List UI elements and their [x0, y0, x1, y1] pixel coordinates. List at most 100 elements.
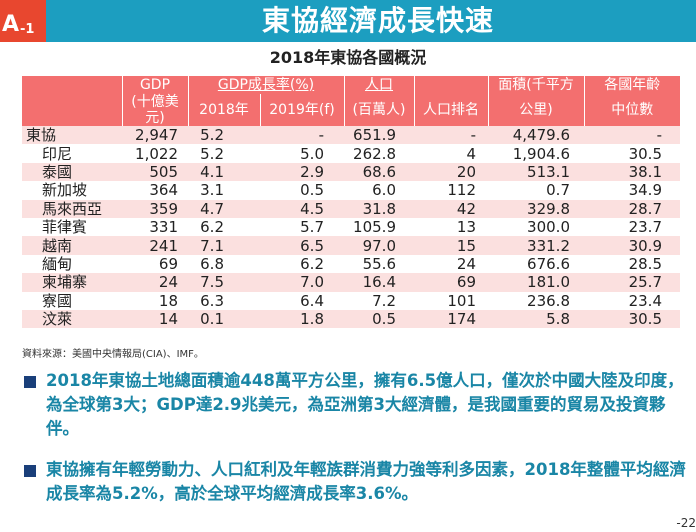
value-cell: 0.1: [188, 309, 260, 329]
header-gdp-unit: (十億美元): [122, 94, 189, 126]
value-cell: 1,904.6: [488, 144, 584, 163]
value-cell: 331: [122, 217, 188, 237]
value-cell: 236.8: [488, 291, 584, 310]
value-cell: 14: [122, 309, 188, 329]
value-cell: 30.5: [584, 144, 680, 163]
badge-number: -1: [20, 22, 35, 37]
header-pop: 人口: [344, 76, 415, 94]
value-cell: 6.3: [188, 291, 260, 310]
page-number: -22: [676, 516, 696, 530]
country-cell: 柬埔寨: [22, 273, 122, 292]
value-cell: 15: [414, 236, 488, 255]
header-growth: GDP成長率(%): [188, 76, 345, 94]
value-cell: 69: [414, 273, 488, 292]
bullet-1: 2018年東協土地總面積逾448萬平方公里，擁有6.5億人口，僅次於中國大陸及印…: [24, 369, 686, 441]
value-cell: 2,947: [122, 126, 188, 145]
value-cell: 23.7: [584, 217, 680, 237]
value-cell: 1.8: [260, 309, 344, 329]
square-bullet-icon: [24, 376, 36, 388]
value-cell: 28.5: [584, 254, 680, 274]
value-cell: 13: [414, 217, 488, 237]
value-cell: 676.6: [488, 254, 584, 274]
value-cell: 42: [414, 199, 488, 218]
table-row: 柬埔寨 24 7.5 7.0 16.4 69 181.0 25.7: [22, 273, 680, 292]
header-gdp: GDP: [122, 76, 189, 94]
value-cell: 6.2: [260, 254, 344, 274]
asean-table: GDP GDP成長率(%) 人口 面積(千平方 各國年齡 (十億美元) 2018…: [22, 76, 680, 329]
table-row: 馬來西亞 359 4.7 4.5 31.8 42 329.8 28.7: [22, 199, 680, 218]
table-row: 越南 241 7.1 6.5 97.0 15 331.2 30.9: [22, 236, 680, 255]
table-row: 東協 2,947 5.2-651.9-4,479.6-: [22, 126, 680, 145]
value-cell: 359: [122, 199, 188, 218]
value-cell: 25.7: [584, 273, 680, 292]
value-cell: 5.2: [188, 144, 260, 163]
value-cell: 5.0: [260, 144, 344, 163]
value-cell: 262.8: [344, 144, 414, 163]
table-row: 緬甸 69 6.8 6.2 55.6 24 676.6 28.5: [22, 254, 680, 274]
value-cell: 3.1: [188, 181, 260, 200]
section-badge: A -1: [0, 0, 46, 42]
value-cell: 6.0: [344, 181, 414, 200]
bullet-2: 東協擁有年輕勞動力、人口紅利及年輕族群消費力強等利多因素，2018年整體平均經濟…: [24, 458, 686, 506]
country-cell: 印尼: [22, 144, 122, 163]
value-cell: 0.5: [344, 309, 414, 329]
value-cell: 651.9: [344, 126, 414, 145]
value-cell: 5.2: [188, 126, 260, 145]
value-cell: 34.9: [584, 181, 680, 200]
country-cell: 汶萊: [22, 309, 122, 329]
value-cell: 7.2: [344, 291, 414, 310]
header-pop-unit: (百萬人): [344, 94, 415, 126]
value-cell: -: [584, 126, 680, 145]
bullet-text: 2018年東協土地總面積逾448萬平方公里，擁有6.5億人口，僅次於中國大陸及印…: [46, 371, 684, 438]
value-cell: 6.2: [188, 217, 260, 237]
value-cell: 7.0: [260, 273, 344, 292]
value-cell: 31.8: [344, 199, 414, 218]
value-cell: 5.7: [260, 217, 344, 237]
value-cell: 331.2: [488, 236, 584, 255]
value-cell: 5.8: [488, 309, 584, 329]
value-cell: 4.7: [188, 199, 260, 218]
square-bullet-icon: [24, 465, 36, 477]
value-cell: 300.0: [488, 217, 584, 237]
country-cell: 馬來西亞: [22, 199, 122, 218]
table-row: 菲律賓 331 6.2 5.7 105.9 13 300.0 23.7: [22, 217, 680, 237]
value-cell: 30.5: [584, 309, 680, 329]
country-cell: 越南: [22, 236, 122, 255]
page-title: 東協經濟成長快速: [261, 4, 494, 37]
value-cell: -: [414, 126, 488, 145]
source-note: 資料來源：美國中央情報局(CIA)、IMF。: [22, 349, 204, 360]
value-cell: 30.9: [584, 236, 680, 255]
table-row: 印尼 1,022 5.2 5.0 262.8 4 1,904.6 30.5: [22, 144, 680, 163]
country-cell: 新加坡: [22, 181, 122, 200]
value-cell: 55.6: [344, 254, 414, 274]
table-row: 寮國 18 6.3 6.4 7.2 101 236.8 23.4: [22, 291, 680, 310]
country-cell: 東協: [22, 126, 122, 145]
bullet-text: 東協擁有年輕勞動力、人口紅利及年輕族群消費力強等利多因素，2018年整體平均經濟…: [46, 460, 686, 503]
header-pop-rank-top: [414, 76, 489, 94]
value-cell: 505: [122, 162, 188, 182]
value-cell: 513.1: [488, 162, 584, 182]
value-cell: 23.4: [584, 291, 680, 310]
header-country: [22, 76, 123, 94]
value-cell: 4,479.6: [488, 126, 584, 145]
value-cell: 112: [414, 181, 488, 200]
country-cell: 寮國: [22, 291, 122, 310]
value-cell: 241: [122, 236, 188, 255]
value-cell: 364: [122, 181, 188, 200]
value-cell: 329.8: [488, 199, 584, 218]
header-2018: 2018年: [188, 94, 261, 126]
value-cell: 7.1: [188, 236, 260, 255]
header-country-sub: [22, 94, 123, 126]
value-cell: 97.0: [344, 236, 414, 255]
value-cell: 174: [414, 309, 488, 329]
value-cell: 28.7: [584, 199, 680, 218]
value-cell: 4: [414, 144, 488, 163]
value-cell: 6.4: [260, 291, 344, 310]
table-row: 汶萊 14 0.1 1.8 0.5 174 5.8 30.5: [22, 309, 680, 329]
value-cell: 4.5: [260, 199, 344, 218]
table-row: 泰國 505 4.1 2.9 68.6 20 513.1 38.1: [22, 162, 680, 182]
value-cell: 0.5: [260, 181, 344, 200]
header-pop-rank: 人口排名: [414, 94, 489, 126]
value-cell: 1,022: [122, 144, 188, 163]
value-cell: 16.4: [344, 273, 414, 292]
